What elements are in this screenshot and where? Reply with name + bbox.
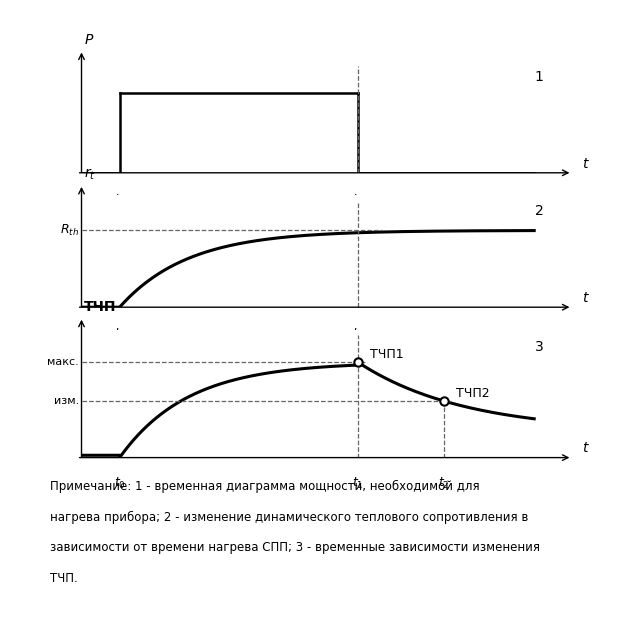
Text: макс.: макс. (48, 357, 79, 367)
Text: ТЧП2: ТЧП2 (456, 387, 489, 400)
Text: $t_1$: $t_1$ (352, 476, 364, 491)
Text: 1: 1 (535, 70, 544, 84)
Text: 2: 2 (535, 204, 544, 218)
Text: $t_0$: $t_0$ (113, 193, 125, 208)
Text: $t_0$: $t_0$ (113, 328, 125, 342)
Text: Примечание: 1 - временная диаграмма мощности, необходимой для: Примечание: 1 - временная диаграмма мощн… (50, 480, 480, 493)
Text: ТЧП.: ТЧП. (50, 572, 78, 585)
Text: 3: 3 (535, 340, 544, 354)
Text: $t$: $t$ (582, 291, 590, 305)
Text: $t_1$: $t_1$ (352, 328, 364, 342)
Text: $t$: $t$ (582, 157, 590, 170)
Text: $t_0$: $t_0$ (113, 476, 125, 491)
Text: $t$: $t$ (582, 441, 590, 455)
Text: нагрева прибора; 2 - изменение динамического теплового сопротивления в: нагрева прибора; 2 - изменение динамичес… (50, 511, 529, 524)
Text: $R_{th}$: $R_{th}$ (60, 223, 79, 238)
Text: ТЧП1: ТЧП1 (370, 348, 403, 361)
Text: $t_1$: $t_1$ (352, 193, 364, 208)
Text: $t_2$: $t_2$ (438, 476, 450, 491)
Text: ТЧП: ТЧП (84, 300, 117, 314)
Text: изм.: изм. (54, 396, 79, 406)
Text: $r_t$: $r_t$ (84, 166, 96, 182)
Text: $P$: $P$ (84, 33, 94, 47)
Text: зависимости от времени нагрева СПП; 3 - временные зависимости изменения: зависимости от времени нагрева СПП; 3 - … (50, 541, 540, 554)
